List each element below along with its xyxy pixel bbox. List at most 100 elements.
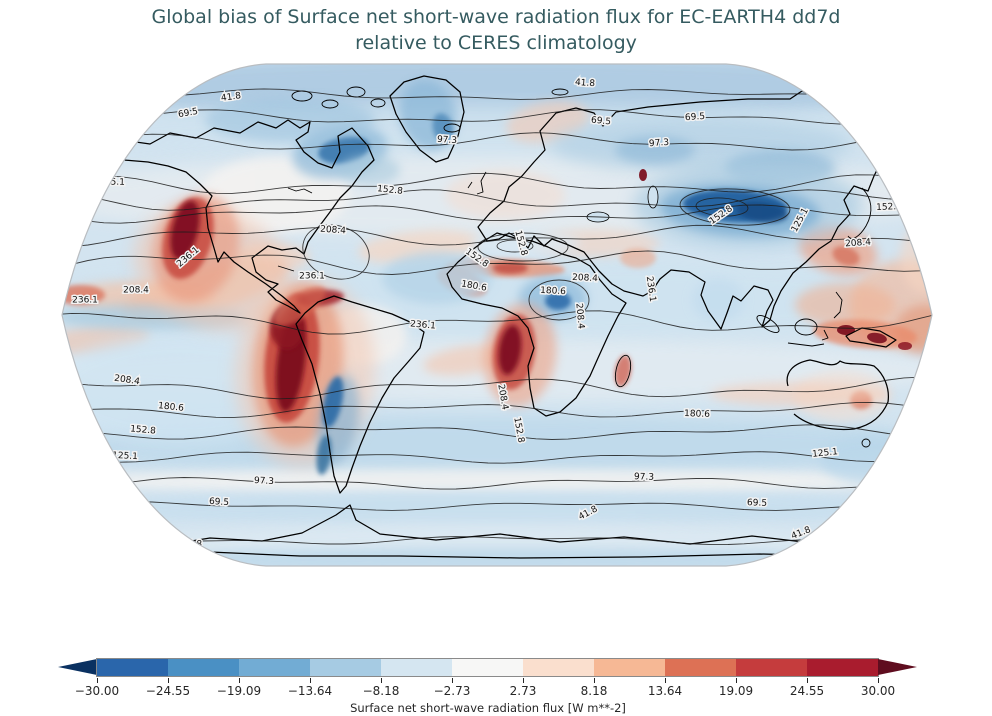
contour-label: 208.4 [573, 303, 585, 330]
contour-label: 69.5 [747, 498, 767, 509]
contour-label: 125.1 [912, 182, 939, 195]
contour-label: 125.1 [812, 447, 839, 460]
coastline-greenland [389, 75, 465, 163]
coastline-arctic-island-4 [370, 98, 386, 108]
bias-feature-sh-polar-blue-band [62, 492, 932, 524]
colorbar-segment-6 [523, 659, 594, 676]
contour-closed-loop [496, 239, 534, 253]
contour-label: 69.5 [209, 497, 230, 508]
colorbar-tick-label: 24.55 [789, 684, 825, 698]
colorbar-bar [58, 658, 917, 677]
colorbar-tick-label: −19.09 [216, 684, 262, 698]
bias-feature-newguinea-core-3 [898, 342, 912, 350]
bias-feature-baja-red-core [170, 200, 200, 260]
contour-line-69.5 [62, 501, 932, 511]
contour-label: 208.4 [320, 225, 347, 237]
colorbar-tick-mark [239, 678, 241, 683]
contour-line-236.1 [62, 250, 932, 275]
bias-feature-siberia-blue-1 [615, 136, 695, 164]
bias-feature-camerica-red [274, 286, 326, 326]
colorbar-tick-label: 30.00 [860, 684, 896, 698]
bias-feature-sahel-red-core [492, 262, 528, 274]
colorbar-tick-mark [452, 678, 454, 683]
colorbar-tick-label: −2.73 [433, 684, 471, 698]
colorbar-segment-10 [807, 659, 878, 676]
contour-label: 41.8 [827, 65, 849, 80]
colorbar-segment-7 [594, 659, 665, 676]
colorbar-tick-mark [594, 678, 596, 683]
contour-line-180.6 [62, 204, 932, 224]
contour-label: 236.1 [72, 296, 98, 306]
bias-field-layer [62, 64, 932, 566]
contour-label: 41.8 [575, 78, 596, 89]
coastline-borneo [794, 318, 818, 336]
coastline-iceland [443, 123, 461, 133]
bias-feature-newguinea-core-1 [837, 325, 855, 335]
contour-line-41.8 [62, 88, 932, 102]
coastline-eurasia [477, 90, 909, 330]
contour-line-152.8 [62, 189, 932, 211]
bias-feature-sh-white-band [62, 469, 932, 493]
bias-feature-india-blue [692, 278, 744, 322]
contour-line-125.1 [62, 172, 932, 194]
bias-feature-indonesia-red [795, 283, 895, 327]
contour-label: 180.6 [684, 409, 710, 420]
contour-closed-loop [302, 224, 370, 280]
great-lakes [287, 187, 313, 194]
coastline-tasmania [861, 438, 871, 448]
bias-feature-arabia-red [620, 248, 656, 268]
colorbar-tick-mark [168, 678, 170, 683]
coastline-new-zealand [913, 451, 927, 476]
contour-closed-loop [695, 197, 749, 217]
bias-feature-antarctic-coast-blue [100, 548, 900, 566]
colorbar-over-arrow [878, 659, 917, 675]
bias-feature-caspian-dark-dot [639, 169, 647, 181]
colorbar-tick-label: −24.55 [145, 684, 191, 698]
coastline-arctic-island-2 [321, 99, 339, 109]
contour-closed-loop [528, 279, 590, 321]
bias-feature-europe-pale-red [445, 170, 565, 220]
colorbar-segment-5 [452, 659, 523, 676]
coastline-sumatra [756, 315, 780, 333]
contour-label: 208.4 [572, 273, 599, 284]
contour-label: 208.4 [123, 286, 149, 296]
coastline-australia [786, 359, 890, 431]
coastline-java [787, 342, 825, 347]
coastline-north-america [94, 119, 375, 314]
figure-title-line2: relative to CERES climatology [355, 32, 637, 54]
contour-label: 180.6 [930, 210, 957, 224]
contour-label: 97.3 [437, 135, 458, 146]
contour-label: 97.3 [634, 472, 654, 483]
contour-label: 69.5 [685, 112, 706, 123]
coastline-south-america [295, 295, 425, 494]
colorbar-tick-mark [665, 678, 667, 683]
coastline-japan [847, 187, 872, 239]
colorbar-segment-8 [665, 659, 736, 676]
colorbar-tick-mark [381, 678, 383, 683]
colorbar-segment-4 [381, 659, 452, 676]
contour-line-208.4 [62, 224, 932, 248]
contour-label: 180.6 [540, 286, 567, 297]
contour-line-69.5 [62, 109, 932, 125]
colorbar-tick-label: 2.73 [509, 684, 537, 698]
coastline-sulawesi [821, 329, 829, 341]
coastline-africa [446, 232, 627, 417]
bias-feature-japan-red-core [832, 246, 860, 266]
contour-closed-loop [679, 188, 791, 226]
coastline-philippines [833, 291, 843, 319]
bias-feature-schile-blue-core [316, 435, 332, 475]
bias-feature-ncanada-blue [205, 98, 375, 142]
contour-label: 152.8 [130, 424, 157, 436]
colorbar-tick-mark [807, 678, 809, 683]
colorbar-tick-label: −8.18 [362, 684, 400, 698]
coastline-new-guinea [845, 327, 897, 348]
colorbar-tick-label: −13.64 [287, 684, 333, 698]
contour-line-236.1 [62, 310, 932, 335]
contour-label: 180.6 [55, 205, 81, 215]
colorbar: −30.00 −24.55 −19.09 −13.64 −8.18 −2.73 2.73 8.… [58, 658, 918, 715]
bias-feature-newguinea-red-band [813, 319, 917, 349]
colorbar-segment-3 [310, 659, 381, 676]
figure-title: Global bias of Surface net short-wave ra… [0, 4, 992, 56]
